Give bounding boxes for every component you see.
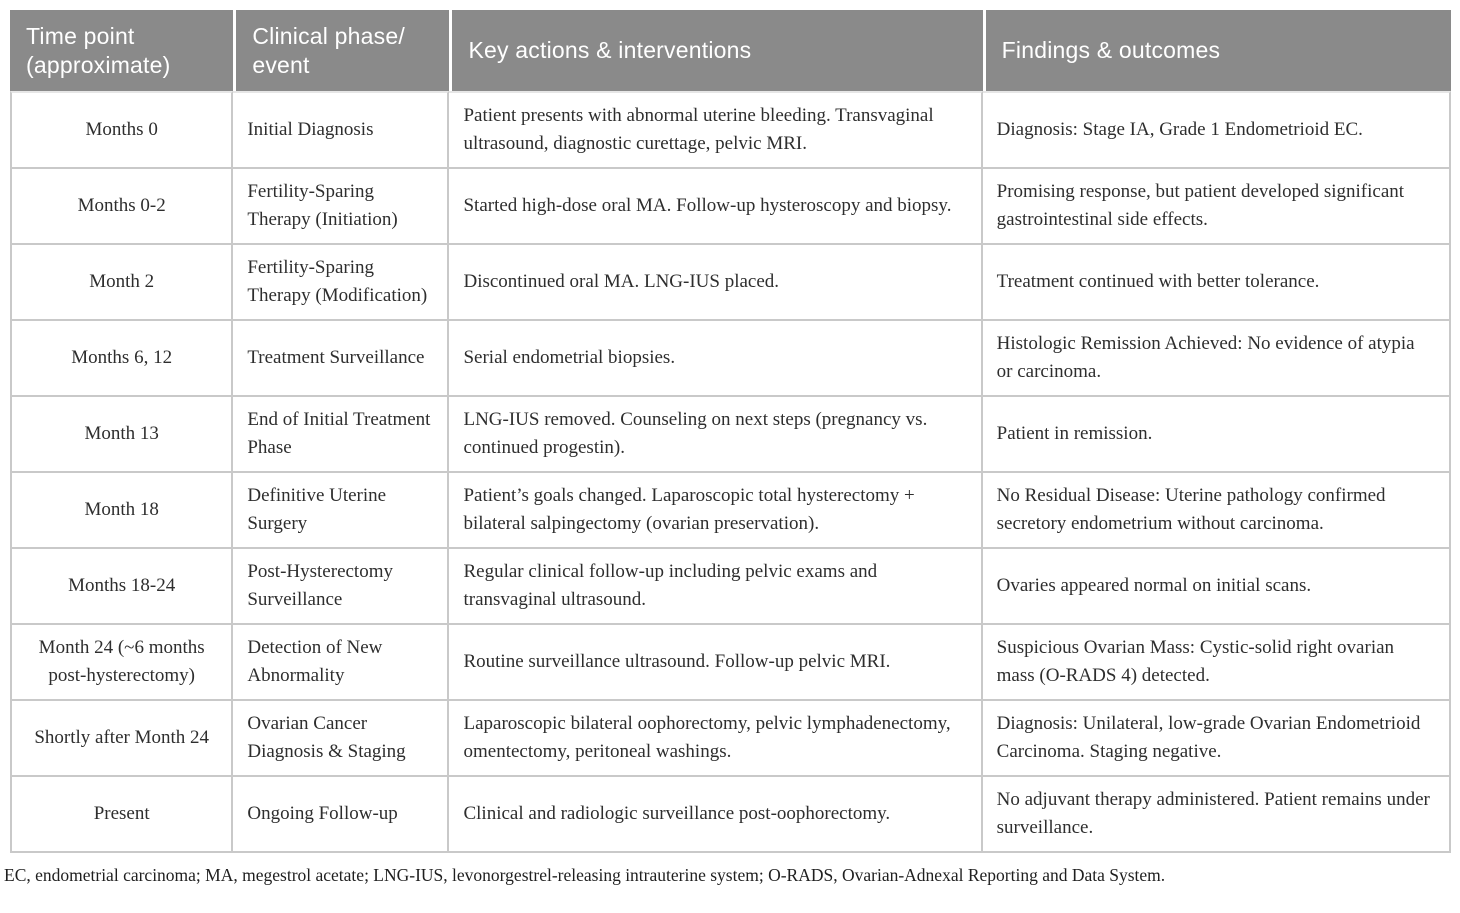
cell-time: Months 0-2: [10, 169, 234, 246]
cell-findings: Diagnosis: Stage IA, Grade 1 Endometrioi…: [982, 91, 1451, 170]
cell-actions: Clinical and radiologic surveillance pos…: [449, 777, 983, 854]
column-header-time-point: Time point (approximate): [10, 10, 234, 92]
cell-actions: Routine surveillance ultrasound. Follow-…: [449, 625, 983, 702]
cell-actions: Regular clinical follow-up including pel…: [449, 549, 983, 626]
clinical-timeline-table: Time point (approximate) Clinical phase/…: [10, 10, 1451, 854]
cell-actions: Laparoscopic bilateral oophorectomy, pel…: [449, 701, 983, 778]
cell-time: Month 2: [10, 245, 234, 322]
cell-findings: Treatment continued with better toleranc…: [982, 245, 1451, 322]
cell-time: Months 18-24: [10, 549, 234, 626]
cell-time: Month 13: [10, 397, 234, 474]
cell-findings: No Residual Disease: Uterine pathology c…: [982, 473, 1451, 550]
cell-actions: Patient presents with abnormal uterine b…: [449, 91, 983, 170]
cell-actions: Started high-dose oral MA. Follow-up hys…: [449, 169, 983, 246]
cell-phase: End of Initial Treatment Phase: [233, 397, 450, 474]
cell-findings: Promising response, but patient develope…: [982, 169, 1451, 246]
table-body: Months 0 Initial Diagnosis Patient present…: [10, 91, 1451, 854]
cell-time: Present: [10, 777, 234, 854]
cell-time: Months 6, 12: [10, 321, 234, 398]
cell-phase: Definitive Uterine Surgery: [233, 473, 450, 550]
cell-phase: Post-Hysterectomy Surveillance: [233, 549, 450, 626]
table-row: Months 18-24 Post-Hysterectomy Surveillan…: [10, 549, 1451, 626]
cell-phase: Treatment Surveillance: [233, 321, 450, 398]
abbreviations-footnote: EC, endometrial carcinoma; MA, megestrol…: [4, 865, 1166, 886]
cell-phase: Ovarian Cancer Diagnosis & Staging: [233, 701, 450, 778]
cell-phase: Initial Diagnosis: [233, 91, 450, 170]
header-row: Time point (approximate) Clinical phase/…: [10, 10, 1451, 92]
cell-findings: Diagnosis: Unilateral, low-grade Ovarian…: [982, 701, 1451, 778]
cell-actions: LNG-IUS removed. Counseling on next step…: [449, 397, 983, 474]
column-header-clinical-phase: Clinical phase/​event: [233, 10, 450, 92]
cell-findings: Patient in remission.: [982, 397, 1451, 474]
cell-actions: Discontinued oral MA. LNG-IUS placed.: [449, 245, 983, 322]
cell-findings: Histologic Remission Achieved: No eviden…: [982, 321, 1451, 398]
table-row: Month 24 (~6 months post-hysterectomy) De…: [10, 625, 1451, 702]
cell-phase: Fertility-Sparing Therapy (Modification): [233, 245, 450, 322]
cell-actions: Patient’s goals changed. Laparoscopic to…: [449, 473, 983, 550]
cell-findings: Ovaries appeared normal on initial scans…: [982, 549, 1451, 626]
table-header: Time point (approximate) Clinical phase/…: [10, 10, 1451, 92]
table-row: Months 0-2 Fertility-Sparing Therapy (Ini…: [10, 169, 1451, 246]
cell-time: Shortly after Month 24: [10, 701, 234, 778]
cell-phase: Fertility-Sparing Therapy (Initiation): [233, 169, 450, 246]
table-row: Month 18 Definitive Uterine Surgery Patien…: [10, 473, 1451, 550]
table-row: Months 6, 12 Treatment Surveillance Serial…: [10, 321, 1451, 398]
table-row: Months 0 Initial Diagnosis Patient present…: [10, 91, 1451, 170]
cell-time: Month 24 (~6 months post-hysterectomy): [10, 625, 234, 702]
cell-findings: No adjuvant therapy administered. Patien…: [982, 777, 1451, 854]
table-row: Month 2 Fertility-Sparing Therapy (Modifi…: [10, 245, 1451, 322]
cell-time: Month 18: [10, 473, 234, 550]
cell-time: Months 0: [10, 91, 234, 170]
table-row: Shortly after Month 24 Ovarian Cancer Dia…: [10, 701, 1451, 778]
table-row: Present Ongoing Follow-up Clinical and rad…: [10, 777, 1451, 854]
table-row: Month 13 End of Initial Treatment Phase LN…: [10, 397, 1451, 474]
cell-actions: Serial endometrial biopsies.: [449, 321, 983, 398]
cell-phase: Detection of New Abnormality: [233, 625, 450, 702]
column-header-findings: Findings & outcomes: [982, 10, 1451, 92]
column-header-key-actions: Key actions & interventions: [449, 10, 983, 92]
cell-phase: Ongoing Follow-up: [233, 777, 450, 854]
cell-findings: Suspicious Ovarian Mass: Cystic-solid ri…: [982, 625, 1451, 702]
